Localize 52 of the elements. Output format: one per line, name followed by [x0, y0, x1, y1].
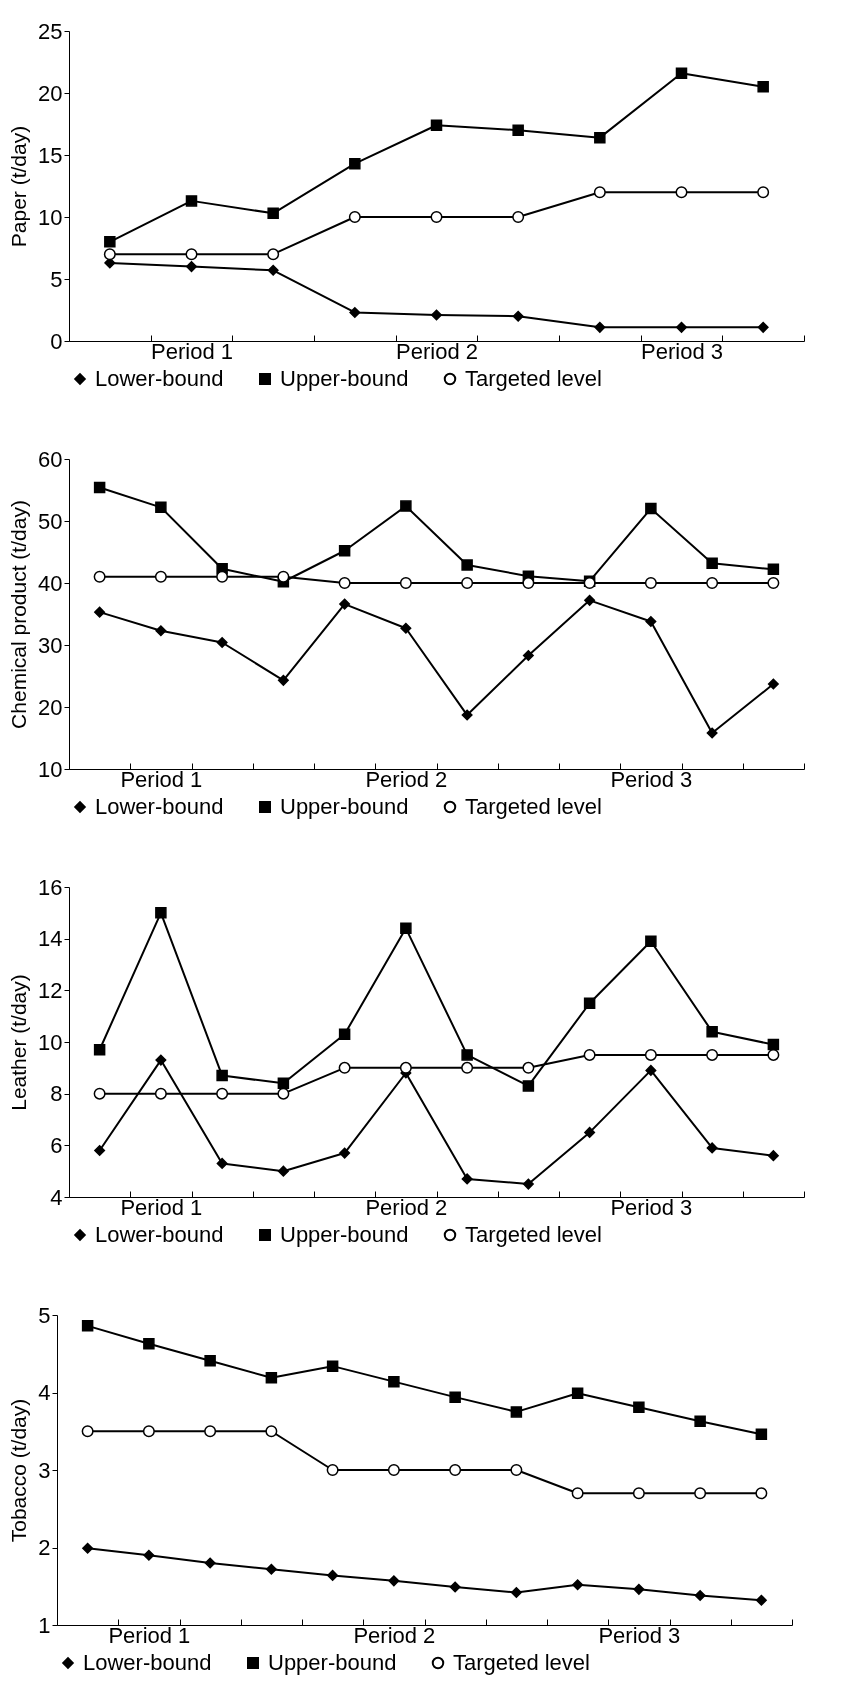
y-tick-label: 2	[38, 1535, 51, 1560]
legend-label: Lower-bound	[95, 366, 224, 391]
y-tick-label: 40	[38, 570, 63, 596]
y-tick-label: 4	[50, 1184, 63, 1210]
y-tick-label: 10	[38, 204, 63, 230]
x-tick-label: Period 1	[108, 1622, 191, 1648]
x-tick-label: Period 2	[365, 766, 448, 792]
y-tick-label: 30	[38, 632, 63, 658]
legend-label: Upper-bound	[268, 1650, 397, 1675]
x-tick-label: Period 2	[353, 1622, 436, 1648]
x-tick-label: Period 3	[641, 338, 723, 364]
y-tick-label: 15	[38, 142, 63, 168]
y-tick-label: 5	[38, 1302, 51, 1328]
y-tick-label: 0	[50, 328, 63, 354]
legend-label: Lower-bound	[95, 1222, 224, 1247]
y-tick-label: 12	[38, 977, 63, 1003]
x-tick-label: Period 3	[610, 766, 693, 792]
y-tick-label: 20	[38, 80, 63, 106]
legend-label: Upper-bound	[280, 794, 409, 819]
x-tick-label: Period 1	[120, 766, 203, 792]
y-tick-label: 14	[38, 926, 63, 952]
y-tick-label: 10	[38, 1029, 63, 1055]
y-tick-label: 6	[50, 1132, 63, 1158]
y-tick-label: 3	[38, 1457, 51, 1483]
y-tick-label: 10	[38, 756, 63, 782]
legend-label: Targeted level	[453, 1650, 590, 1675]
legend-label: Upper-bound	[280, 1222, 409, 1247]
y-tick-label: 8	[50, 1081, 63, 1107]
x-tick-label: Period 3	[610, 1194, 693, 1220]
y-tick-label: 25	[38, 18, 63, 44]
x-tick-label: Period 2	[396, 338, 478, 364]
y-axis-title: Tobacco (t/day)	[7, 1398, 31, 1543]
legend-label: Upper-bound	[280, 366, 409, 391]
y-axis-title: Leather (t/day)	[7, 974, 31, 1111]
y-tick-label: 20	[38, 694, 63, 720]
y-tick-label: 50	[38, 508, 63, 534]
legend-label: Targeted level	[465, 794, 602, 819]
legend-label: Targeted level	[465, 1222, 602, 1247]
y-tick-label: 1	[38, 1612, 51, 1638]
y-axis-title: Paper (t/day)	[7, 125, 31, 248]
x-tick-label: Period 2	[365, 1194, 448, 1220]
y-tick-label: 16	[38, 874, 63, 900]
y-tick-label: 60	[38, 446, 63, 472]
y-tick-label: 5	[50, 266, 63, 292]
x-tick-label: Period 1	[151, 338, 233, 364]
x-tick-label: Period 3	[598, 1622, 681, 1648]
y-tick-label: 4	[38, 1380, 51, 1405]
legend-label: Lower-bound	[95, 794, 224, 819]
legend-label: Lower-bound	[83, 1650, 212, 1675]
y-axis-title: Chemical product (t/day)	[7, 500, 31, 729]
legend-label: Targeted level	[465, 366, 602, 391]
x-tick-label: Period 1	[120, 1194, 203, 1220]
